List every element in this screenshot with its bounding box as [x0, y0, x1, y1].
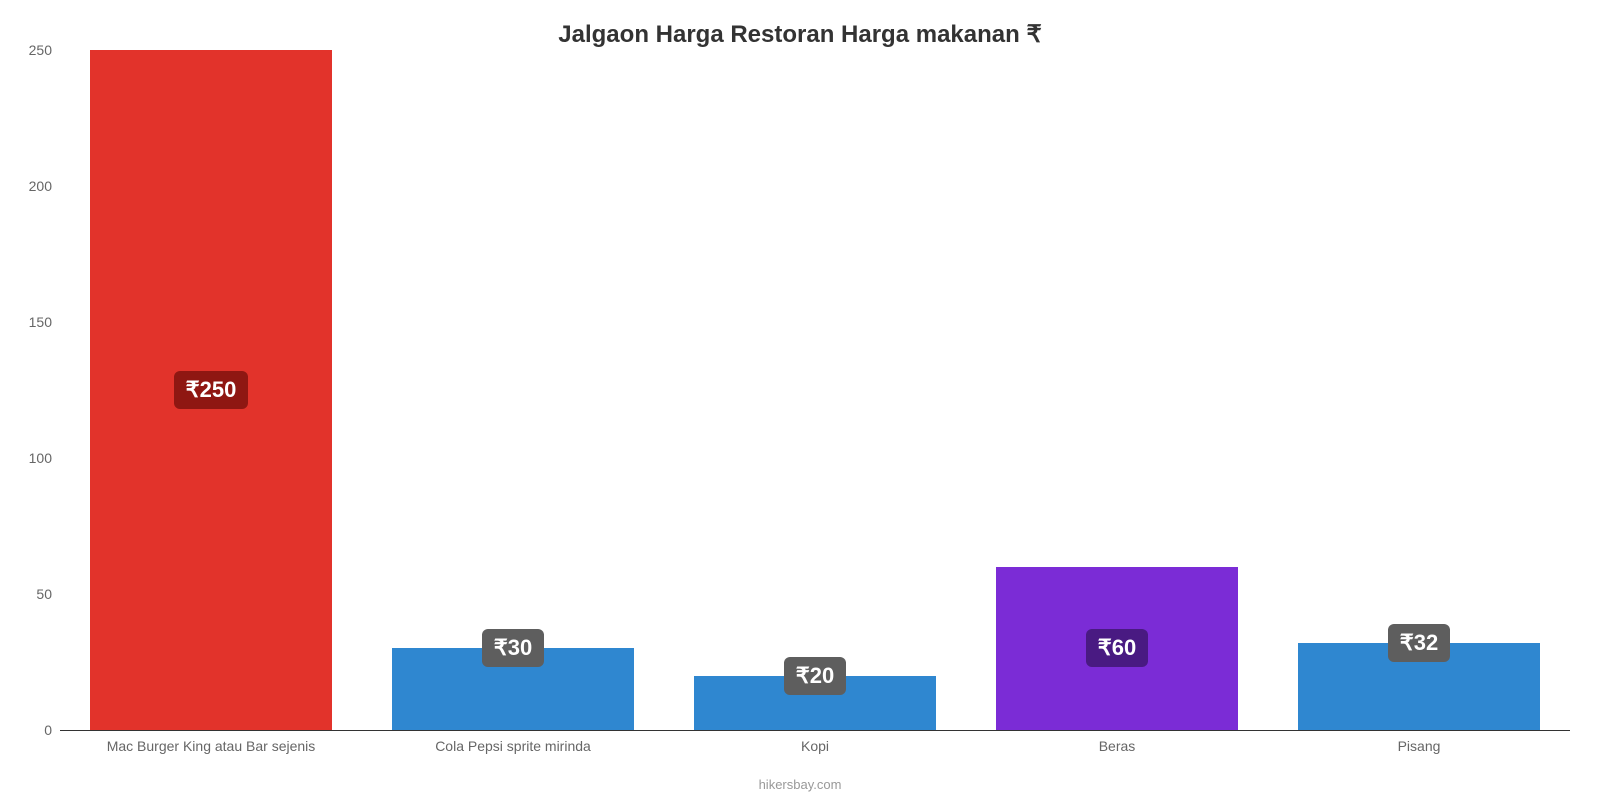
y-axis: 050100150200250	[0, 50, 60, 730]
x-axis-line	[60, 730, 1570, 731]
bar-slot: ₹30	[362, 50, 664, 730]
x-tick: Mac Burger King atau Bar sejenis	[60, 738, 362, 754]
bar-value-label: ₹20	[784, 657, 846, 695]
y-tick: 150	[29, 314, 52, 330]
attribution: hikersbay.com	[0, 777, 1600, 792]
bar-value-label: ₹250	[174, 371, 249, 409]
y-tick: 50	[36, 586, 52, 602]
y-tick: 100	[29, 450, 52, 466]
bar-slot: ₹250	[60, 50, 362, 730]
bar-slot: ₹20	[664, 50, 966, 730]
bar-slot: ₹60	[966, 50, 1268, 730]
bar: ₹250	[90, 50, 332, 730]
bars-row: ₹250 ₹30 ₹20 ₹60 ₹32	[60, 50, 1570, 730]
x-tick: Kopi	[664, 738, 966, 754]
x-tick: Beras	[966, 738, 1268, 754]
bar: ₹32	[1298, 643, 1540, 730]
bar-value-label: ₹30	[482, 629, 544, 667]
bar-slot: ₹32	[1268, 50, 1570, 730]
bar: ₹20	[694, 676, 936, 730]
y-tick: 0	[44, 722, 52, 738]
bar-value-label: ₹60	[1086, 629, 1148, 667]
bar: ₹30	[392, 648, 634, 730]
x-tick: Pisang	[1268, 738, 1570, 754]
x-tick: Cola Pepsi sprite mirinda	[362, 738, 664, 754]
bar: ₹60	[996, 567, 1238, 730]
bar-value-label: ₹32	[1388, 624, 1450, 662]
y-tick: 250	[29, 42, 52, 58]
x-axis: Mac Burger King atau Bar sejenisCola Pep…	[60, 738, 1570, 754]
chart-container: Jalgaon Harga Restoran Harga makanan ₹ 0…	[0, 0, 1600, 800]
chart-title: Jalgaon Harga Restoran Harga makanan ₹	[0, 20, 1600, 49]
y-tick: 200	[29, 178, 52, 194]
